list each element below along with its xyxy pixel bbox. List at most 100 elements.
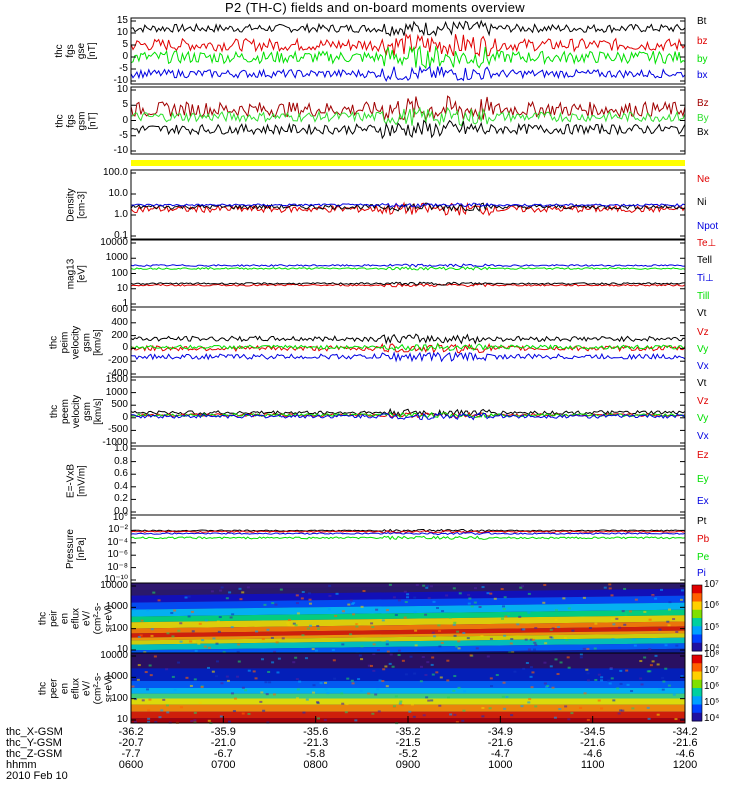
spectrogram-speckle xyxy=(171,635,175,638)
spectrogram-speckle xyxy=(608,583,612,586)
legend-entry: Ni xyxy=(697,197,707,208)
spectrogram-speckle xyxy=(544,642,548,645)
spectrogram-speckle xyxy=(554,658,558,661)
spectrogram-speckle xyxy=(150,628,154,631)
spectrogram-speckle xyxy=(480,635,484,638)
spectrogram-speckle xyxy=(507,613,511,616)
spectrogram-speckle xyxy=(210,590,214,593)
spectrogram-speckle xyxy=(521,585,525,588)
spectrogram-speckle xyxy=(557,626,561,629)
legend-entry: bx xyxy=(697,70,708,81)
spectrogram-speckle xyxy=(323,719,327,722)
spectrogram-speckle xyxy=(292,661,296,664)
spectrogram-speckle xyxy=(255,630,259,633)
y-tick-label: 1000 xyxy=(105,601,128,613)
spectrogram-speckle xyxy=(220,586,224,589)
spectrogram-speckle xyxy=(219,589,223,592)
y-tick-label: 400 xyxy=(111,316,128,328)
y-axis-label: mag13 [eV] xyxy=(65,258,87,289)
spectrogram-speckle xyxy=(453,713,457,716)
spectrogram-speckle xyxy=(608,587,612,590)
spectrogram-speckle xyxy=(425,696,429,699)
y-axis-label: thc peer en eflux eV/ (cm²-s- sr-eV) xyxy=(37,672,115,704)
spectrogram-speckle xyxy=(646,670,650,673)
spectrogram-speckle xyxy=(137,664,141,667)
footer-row-label: thc_X-GSM xyxy=(6,726,63,738)
spectrogram-band xyxy=(131,693,685,699)
spectrogram-speckle xyxy=(344,711,348,714)
legend-entry: Vt xyxy=(697,308,707,319)
y-tick-label: -400 xyxy=(107,368,128,379)
spectrogram-speckle xyxy=(531,671,535,674)
panel-frame xyxy=(130,514,686,584)
y-tick-label: 0.6 xyxy=(114,468,128,480)
spectrogram-speckle xyxy=(640,683,644,686)
y-tick-label: 1.0 xyxy=(114,209,128,220)
spectrogram-speckle xyxy=(522,628,526,631)
spectrogram-speckle xyxy=(412,715,416,718)
spectrogram-speckle xyxy=(301,634,305,637)
spectrogram-speckle xyxy=(431,656,435,659)
footer-value: -6.7 xyxy=(213,748,233,760)
spectrogram-speckle xyxy=(406,593,410,596)
spectrogram-speckle xyxy=(173,688,177,691)
spectrogram-speckle xyxy=(667,608,671,611)
spectrogram-speckle xyxy=(179,622,183,625)
spectrogram-speckle xyxy=(189,640,193,643)
spectrogram-speckle xyxy=(394,695,398,698)
spectrogram-speckle xyxy=(376,688,380,691)
spectrogram-speckle xyxy=(466,637,470,640)
footer-value: -21.0 xyxy=(210,737,236,749)
spectrogram-speckle xyxy=(654,597,658,600)
y-axis-label: E=-VxB [mV/m] xyxy=(65,463,87,498)
spectrogram-speckle xyxy=(607,679,611,682)
y-tick-label: -5 xyxy=(119,129,128,141)
footer-row-label: thc_Z-GSM xyxy=(6,748,63,760)
footer-value: 0900 xyxy=(395,759,421,771)
spectrogram-speckle xyxy=(215,660,219,663)
spectrogram-speckle xyxy=(490,685,494,688)
series-line-vy xyxy=(130,411,686,419)
spectrogram-speckle xyxy=(455,645,459,648)
series-line-tell xyxy=(130,281,685,286)
spectrogram-speckle xyxy=(458,592,462,595)
series-line-till xyxy=(130,266,686,271)
spectrogram-speckle xyxy=(296,688,300,691)
spectrogram-speckle xyxy=(324,681,328,684)
spectrogram-speckle xyxy=(511,651,515,654)
spectrogram-speckle xyxy=(238,587,242,590)
spectrogram-speckle xyxy=(668,601,672,604)
spectrogram-speckle xyxy=(372,643,376,646)
y-axis-label: thc peir en eflux eV/ (cm²-s- sr-eV) xyxy=(37,602,115,634)
spectrogram-speckle xyxy=(184,596,188,599)
y-tick-label: 600 xyxy=(111,304,128,315)
spectrogram-speckle xyxy=(463,690,467,693)
y-tick-label: 0 xyxy=(122,411,128,423)
spectrogram-speckle xyxy=(415,584,419,587)
spectrogram-speckle xyxy=(610,618,614,621)
y-tick-label: 500 xyxy=(111,399,128,411)
spectrogram-speckle xyxy=(527,648,531,651)
spectrogram-speckle xyxy=(473,601,477,604)
y-tick-label: 1500 xyxy=(105,374,128,385)
spectrogram-speckle xyxy=(225,675,229,678)
y-tick-label: 10000 xyxy=(100,237,128,248)
spectrogram-speckle xyxy=(259,700,263,703)
spectrogram-speckle xyxy=(582,647,586,650)
spectrogram-speckle xyxy=(262,709,266,712)
footer-value: -21.6 xyxy=(580,737,606,749)
spectrogram-speckle xyxy=(401,659,405,662)
spectrogram-speckle xyxy=(527,592,531,595)
spectrogram-speckle xyxy=(177,629,181,632)
spectrogram-speckle xyxy=(615,617,619,620)
spectrogram-speckle xyxy=(553,716,557,719)
spectrogram-speckle xyxy=(586,672,590,675)
spectrogram-speckle xyxy=(165,704,169,707)
spectrogram-speckle xyxy=(546,684,550,687)
spectrogram-speckle xyxy=(385,609,389,612)
spectrogram-speckle xyxy=(626,683,630,686)
spectrogram-speckle xyxy=(187,595,191,598)
spectrogram-band xyxy=(131,633,685,645)
legend-entry: Pe xyxy=(697,552,710,563)
spectrogram-speckle xyxy=(654,654,658,657)
